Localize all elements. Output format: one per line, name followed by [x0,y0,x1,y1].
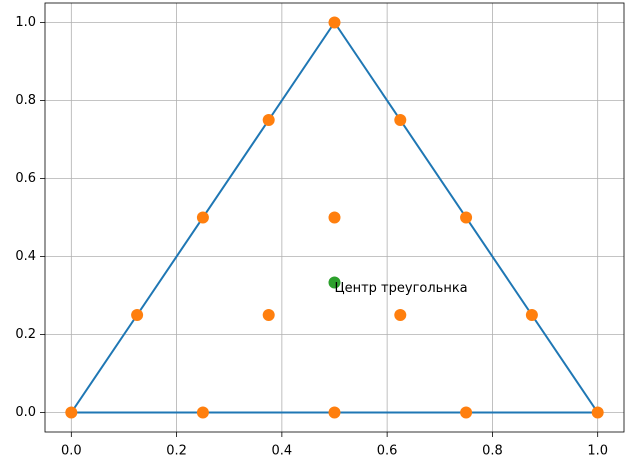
y-tick-label: 0.6 [15,171,36,186]
x-tick-label: 0.8 [482,444,503,459]
point [328,211,341,224]
y-tick-label: 1.0 [15,15,36,30]
x-tick-label: 0.0 [61,444,82,459]
y-tick-label: 0.2 [15,327,36,342]
point [262,309,275,321]
y-tick-label: 0.0 [15,405,36,420]
point [394,114,407,126]
point [196,211,209,224]
point [262,114,275,126]
x-tick-label: 0.4 [272,444,293,459]
x-tick-label: 0.2 [166,444,187,459]
annotation: Центр треугольнка [335,281,468,296]
point [525,309,538,321]
point [328,276,341,289]
point [196,406,209,419]
point [460,211,473,224]
point [460,406,473,419]
x-tick-label: 1.0 [587,444,608,459]
y-tick-label: 0.8 [15,93,36,108]
point [131,309,144,321]
point [328,406,341,419]
point [591,406,604,419]
x-tick-label: 0.6 [377,444,398,459]
point [394,309,407,321]
point [65,406,78,419]
mark-layer [65,16,604,419]
y-tick-label: 0.4 [15,249,36,264]
point [328,16,341,29]
axes-frame [44,2,625,433]
